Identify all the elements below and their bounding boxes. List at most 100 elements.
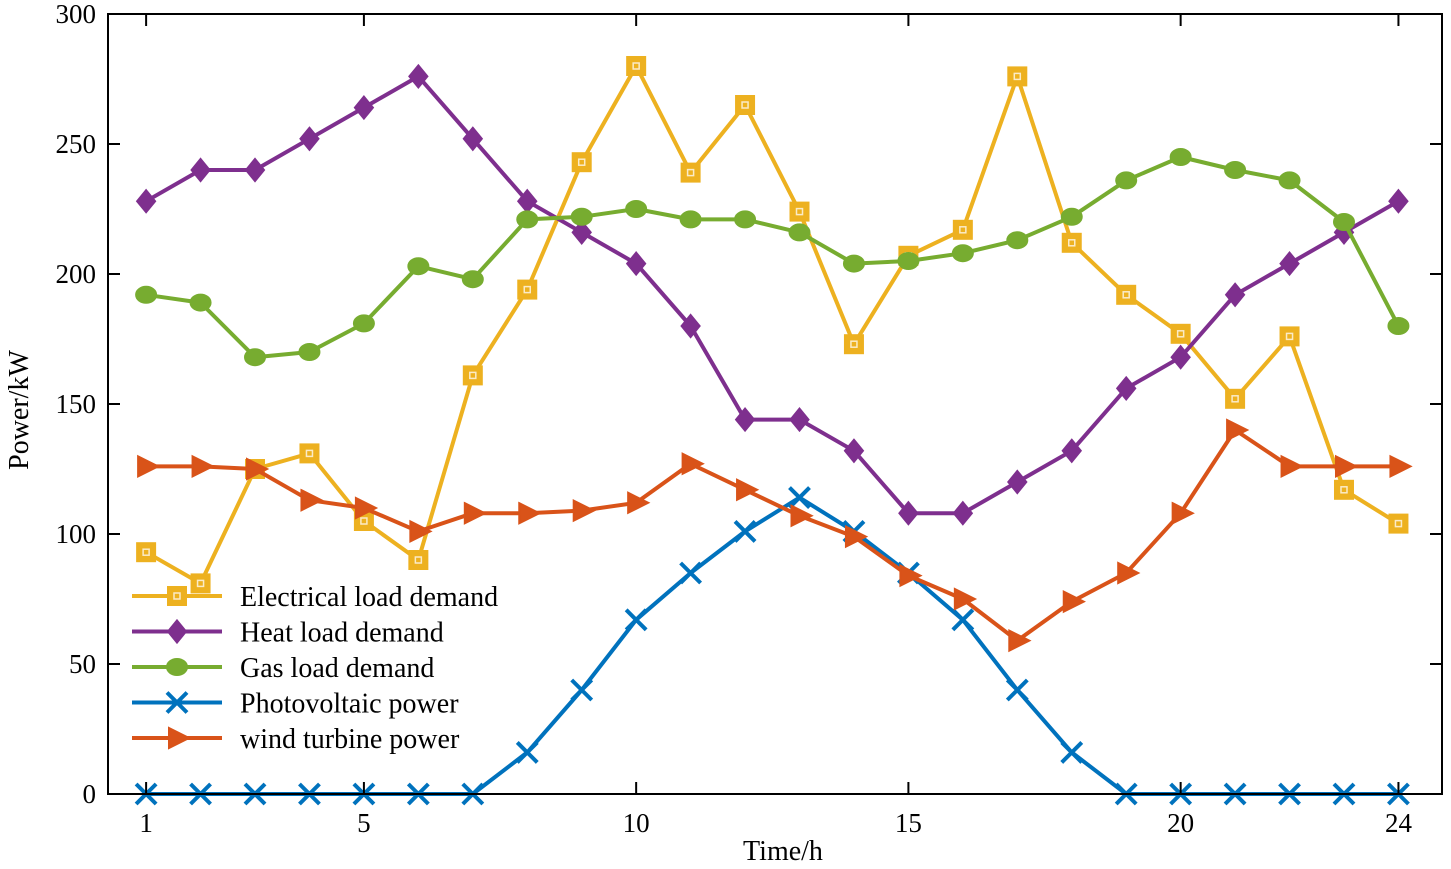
legend-item-wind-turbine-power: wind turbine power (132, 724, 460, 755)
data-point-wind-turbine-power (1334, 454, 1359, 479)
legend-item-electrical-load-demand: Electrical load demand (132, 582, 498, 613)
data-point-heat-load-demand (1007, 469, 1028, 495)
data-point-heat-load-demand (734, 407, 756, 433)
data-point-wind-turbine-power (409, 519, 433, 544)
data-point-electrical-load-demand (299, 443, 320, 464)
y-tick-label: 200 (56, 259, 97, 289)
y-tick-label: 250 (56, 129, 97, 159)
legend-item-gas-load-demand: Gas load demand (132, 653, 434, 684)
data-point-heat-load-demand (408, 63, 429, 89)
data-point-electrical-load-demand (408, 550, 429, 570)
data-point-heat-load-demand (952, 500, 974, 526)
data-point-gas-load-demand (516, 210, 539, 229)
data-point-electrical-load-demand (462, 365, 483, 386)
data-point-heat-load-demand (1279, 251, 1300, 277)
data-point-gas-load-demand (1060, 207, 1083, 226)
x-tick-label: 10 (623, 808, 650, 838)
data-point-photovoltaic-power (788, 486, 811, 510)
series-heat-load-demand (135, 63, 1409, 526)
legend-item-heat-load-demand: Heat load demand (132, 618, 444, 649)
data-point-gas-load-demand (679, 210, 702, 229)
data-point-photovoltaic-power (733, 519, 757, 543)
data-point-wind-turbine-power (191, 454, 215, 479)
x-tick-label: 15 (895, 808, 922, 838)
series-gas-load-demand (135, 148, 1410, 367)
data-point-heat-load-demand (1115, 375, 1137, 401)
data-point-wind-turbine-power (1280, 454, 1304, 479)
data-point-gas-load-demand (352, 314, 375, 333)
data-point-heat-load-demand (299, 126, 320, 152)
data-point-electrical-load-demand (136, 542, 157, 563)
legend-label: wind turbine power (240, 724, 460, 755)
data-point-gas-load-demand (625, 200, 648, 218)
y-axis-title: Power/kW (4, 350, 35, 470)
data-point-gas-load-demand (1387, 317, 1410, 335)
x-tick-label: 5 (357, 808, 371, 838)
x-tick-label: 20 (1167, 808, 1194, 838)
data-point-wind-turbine-power (1117, 561, 1141, 585)
data-point-heat-load-demand (462, 126, 484, 152)
data-point-heat-load-demand (843, 438, 865, 464)
data-point-heat-load-demand (1224, 282, 1246, 308)
data-point-heat-load-demand (135, 188, 157, 214)
y-tick-label: 50 (69, 649, 96, 679)
data-point-electrical-load-demand (626, 56, 647, 76)
data-point-wind-turbine-power (844, 524, 869, 549)
data-point-photovoltaic-power (570, 678, 594, 702)
data-point-gas-load-demand (1006, 231, 1029, 250)
data-point-heat-load-demand (244, 157, 266, 183)
data-point-gas-load-demand (897, 252, 920, 270)
data-point-wind-turbine-power (1062, 589, 1086, 614)
data-point-photovoltaic-power (624, 608, 648, 632)
legend-marker (167, 586, 187, 606)
data-point-heat-load-demand (789, 407, 810, 433)
data-point-wind-turbine-power (1171, 501, 1195, 525)
data-point-wind-turbine-power (354, 496, 379, 520)
data-point-electrical-load-demand (190, 573, 211, 594)
data-point-electrical-load-demand (1225, 388, 1246, 409)
data-point-wind-turbine-power (300, 488, 324, 512)
x-tick-label: 1 (139, 808, 153, 838)
legend-label: Gas load demand (240, 653, 434, 684)
data-point-heat-load-demand (1061, 438, 1083, 464)
data-point-gas-load-demand (189, 293, 212, 312)
data-point-heat-load-demand (1388, 188, 1409, 214)
y-tick-label: 300 (56, 0, 97, 29)
data-point-gas-load-demand (842, 254, 865, 273)
series-line-wind-turbine-power (146, 428, 1399, 643)
data-point-gas-load-demand (1115, 171, 1138, 190)
data-point-wind-turbine-power (463, 501, 488, 525)
data-point-electrical-load-demand (1116, 284, 1137, 305)
data-point-wind-turbine-power (627, 491, 651, 515)
data-point-heat-load-demand (625, 251, 647, 277)
series-line-heat-load-demand (145, 74, 1400, 516)
data-point-electrical-load-demand (1279, 326, 1300, 347)
data-point-wind-turbine-power (681, 452, 705, 476)
data-point-electrical-load-demand (571, 152, 592, 173)
data-point-wind-turbine-power (790, 504, 814, 528)
data-point-electrical-load-demand (1007, 66, 1028, 87)
data-point-electrical-load-demand (1170, 323, 1191, 344)
data-point-photovoltaic-power (515, 740, 539, 764)
data-point-heat-load-demand (353, 95, 375, 121)
data-point-gas-load-demand (1278, 171, 1301, 190)
data-point-wind-turbine-power (1226, 418, 1250, 442)
legend-label: Electrical load demand (240, 582, 498, 613)
x-tick-label: 24 (1385, 808, 1413, 838)
data-point-photovoltaic-power (679, 561, 703, 585)
data-point-wind-turbine-power (572, 498, 596, 523)
data-point-photovoltaic-power (951, 608, 975, 632)
data-point-gas-load-demand (298, 343, 321, 361)
data-point-heat-load-demand (190, 157, 211, 183)
data-point-heat-load-demand (898, 500, 919, 526)
series-wind-turbine-power (137, 418, 1413, 653)
data-point-wind-turbine-power (518, 501, 542, 525)
data-point-electrical-load-demand (680, 162, 701, 183)
data-point-gas-load-demand (1332, 213, 1355, 231)
data-point-wind-turbine-power (1389, 454, 1413, 479)
legend: Electrical load demand Heat load demand Ga… (132, 582, 498, 755)
y-tick-label: 100 (56, 519, 97, 549)
data-point-wind-turbine-power (137, 454, 161, 479)
